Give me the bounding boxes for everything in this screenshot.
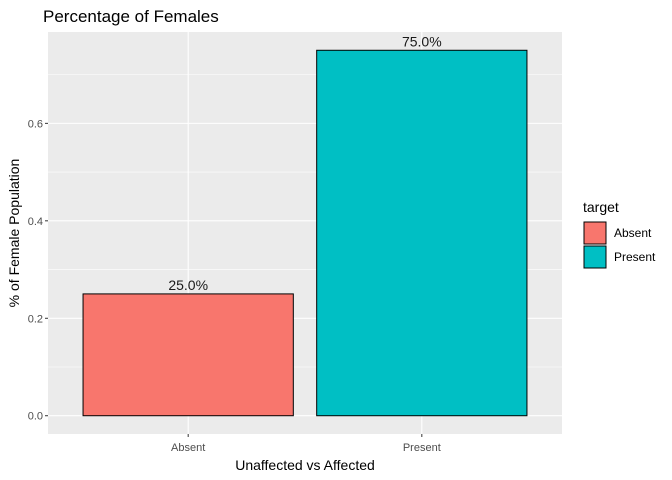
bar-label-absent: 25.0% [168,277,208,293]
bar-labels: 25.0% 75.0% [168,33,441,293]
y-tick-label: 0.4 [28,216,43,228]
bar-label-present: 75.0% [402,33,442,49]
legend: target Absent Present [583,199,656,269]
bar-absent [82,293,294,417]
y-axis: 0.0 0.2 0.4 0.6 [28,118,48,423]
y-axis-title: % of Female Population [6,159,22,308]
y-tick-label: 0.6 [28,118,43,130]
x-tick-label: Absent [171,442,205,454]
x-tick-label: Present [403,442,441,454]
legend-label-absent: Absent [614,226,652,240]
x-axis-title: Unaffected vs Affected [235,457,375,473]
bar-present [316,49,528,417]
chart-title: Percentage of Females [43,7,219,26]
y-tick-label: 0.0 [28,411,43,423]
legend-label-present: Present [614,250,656,264]
legend-title: target [583,199,619,215]
legend-key-present [583,245,607,269]
y-tick-label: 0.2 [28,313,43,325]
legend-key-absent [583,221,607,245]
x-axis: Absent Present [171,434,441,454]
bars [82,49,528,417]
